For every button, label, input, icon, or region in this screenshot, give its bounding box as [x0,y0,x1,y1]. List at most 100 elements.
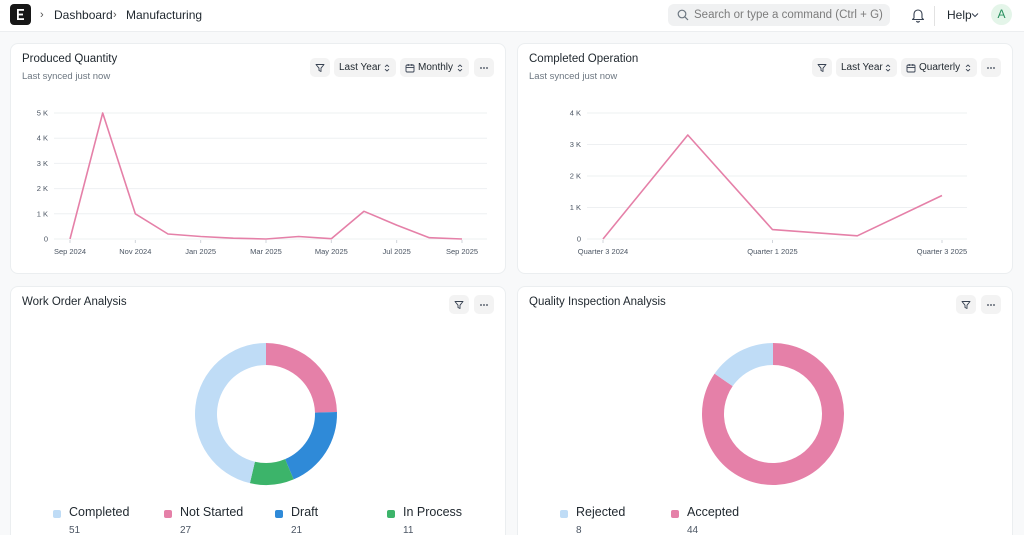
more-options-button[interactable] [981,295,1001,314]
card-title: Completed Operation [529,53,639,65]
legend-label: Not Started [180,505,244,519]
produced-quantity-line-chart: 0 1 K 2 K 3 K 4 K 5 K Sep 2024 Nov 2024 Jan 2025… [37,109,487,256]
legend-value: 8 [576,525,582,535]
filter-icon [961,300,971,309]
completed-operation-line-chart: 0 1 K 2 K 3 K 4 K Quarter 3 2024 Quarter 1 202… [570,109,967,257]
top-navbar: › Dashboard › Manufacturing Help A [0,0,1024,32]
range-select-label: Last Year [339,62,381,73]
y-tick-label: 0 [577,235,581,244]
card-work-order-analysis: Work Order Analysis Completed 51 Not Sta… [10,286,506,535]
chevron-right-icon: › [40,9,44,21]
y-tick-label: 3 K [570,140,581,149]
x-tick-label: Jul 2025 [382,247,410,256]
filter-icon [817,63,827,72]
x-tick-label: Quarter 3 2024 [578,247,628,256]
interval-select-label: Monthly [418,62,454,73]
legend-value: 51 [69,525,81,535]
donut-slice [249,459,294,485]
legend-label: Accepted [687,505,740,519]
legend-swatch [275,510,283,518]
search-input[interactable] [694,4,886,26]
select-arrows-icon [965,63,971,72]
filter-icon [315,63,325,72]
y-tick-label: 4 K [570,109,581,118]
legend-swatch [671,510,679,518]
x-tick-label: Nov 2024 [119,247,151,256]
more-horizontal-icon [480,303,488,306]
y-tick-label: 3 K [37,159,48,168]
more-options-button[interactable] [474,58,494,77]
legend-swatch [387,510,395,518]
calendar-icon [405,63,415,72]
y-tick-label: 2 K [570,172,581,181]
chevron-down-icon[interactable] [971,11,979,19]
x-tick-label: Jan 2025 [185,247,216,256]
filter-button[interactable] [449,295,469,314]
y-tick-label: 2 K [37,184,48,193]
legend-swatch [164,510,172,518]
help-menu[interactable]: Help [947,8,972,22]
app-logo[interactable] [10,4,31,25]
work-order-donut-chart [195,343,337,485]
interval-select-label: Quarterly [919,62,961,73]
interval-select[interactable]: Monthly [400,58,469,77]
card-completed-operation: Completed Operation Last synced just now… [517,43,1013,274]
legend-value: 27 [180,525,192,535]
legend-swatch [53,510,61,518]
card-title: Work Order Analysis [22,296,127,308]
series-line [69,112,463,240]
legend-label: Draft [291,505,319,519]
x-tick-label: May 2025 [315,247,348,256]
navbar-divider [934,6,935,26]
range-select[interactable]: Last Year [334,58,396,77]
legend-label: In Process [403,505,463,519]
card-title: Quality Inspection Analysis [529,296,666,308]
y-tick-label: 4 K [37,134,48,143]
interval-select[interactable]: Quarterly [901,58,977,77]
chevron-right-icon: › [113,9,117,21]
donut-slice [702,343,844,485]
x-tick-label: Sep 2025 [446,247,478,256]
filter-button[interactable] [956,295,976,314]
series-line [602,134,943,240]
bell-icon[interactable] [911,7,925,23]
select-arrows-icon [384,63,390,72]
card-quality-inspection-analysis: Quality Inspection Analysis Rejected 8 A… [517,286,1013,535]
more-horizontal-icon [987,66,995,69]
card-produced-quantity: Produced Quantity Last synced just now L… [10,43,506,274]
y-tick-label: 0 [44,235,48,244]
donut-slice [266,343,337,413]
legend-label: Rejected [576,505,626,519]
quality-inspection-donut-chart [702,343,844,485]
legend-label: Completed [69,505,130,519]
sync-status: Last synced just now [529,71,618,82]
select-arrows-icon [885,63,891,72]
filter-button[interactable] [812,58,832,77]
card-title: Produced Quantity [22,53,118,65]
donut-slice [714,343,773,387]
y-tick-label: 5 K [37,109,48,118]
more-horizontal-icon [987,303,995,306]
avatar[interactable]: A [991,4,1012,25]
more-options-button[interactable] [981,58,1001,77]
filter-icon [454,300,464,309]
sync-status: Last synced just now [22,71,111,82]
range-select[interactable]: Last Year [836,58,897,77]
y-tick-label: 1 K [570,203,581,212]
breadcrumb-manufacturing[interactable]: Manufacturing [126,8,203,22]
more-options-button[interactable] [474,295,494,314]
search-icon [677,9,689,21]
breadcrumb-dashboard[interactable]: Dashboard [54,8,113,22]
legend-value: 21 [291,525,303,535]
x-tick-label: Quarter 1 2025 [747,247,797,256]
x-tick-label: Sep 2024 [54,247,86,256]
x-tick-label: Mar 2025 [250,247,282,256]
legend-value: 44 [687,525,699,535]
legend-swatch [560,510,568,518]
donut-slice [195,343,266,484]
filter-button[interactable] [310,58,330,77]
select-arrows-icon [457,63,463,72]
more-horizontal-icon [480,66,488,69]
command-search[interactable] [668,4,890,26]
legend-value: 11 [403,525,414,535]
